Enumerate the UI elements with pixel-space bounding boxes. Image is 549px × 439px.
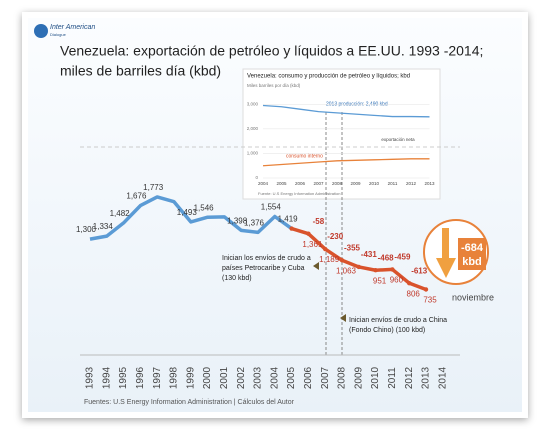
value-label: 960 (390, 276, 404, 285)
change-label: -431 (361, 250, 378, 259)
x-tick-label: 1999 (185, 366, 196, 389)
x-tick-label: 2001 (219, 366, 230, 389)
inset-y-label: Miles barriles por día (kbd) (247, 83, 301, 88)
change-label: -468 (378, 253, 395, 262)
point (407, 280, 412, 286)
inset-source: Fuente: U.S Energy Information Administr… (258, 191, 340, 196)
y-tick-label: 1,000 (247, 151, 259, 156)
x-tick-label: 1994 (101, 366, 112, 389)
value-label: 1,300 (76, 225, 97, 234)
logo-text: Inter American (50, 24, 95, 31)
x-tick-label: 2007 (320, 366, 331, 389)
x-tick-label: 1997 (152, 366, 163, 389)
logo-icon (34, 24, 48, 38)
x-tick-label: 2008 (337, 366, 348, 389)
x-tick-label: 1998 (169, 366, 180, 389)
x-tick-label: 1996 (135, 366, 146, 389)
x-tick-label: 2013 (421, 366, 432, 389)
change-label: -230 (327, 232, 344, 241)
x-tick-label: 2004 (269, 366, 280, 389)
point (306, 231, 311, 236)
value-label: 1,493 (177, 208, 198, 217)
value-label: 1,554 (261, 203, 282, 212)
callout-text: kbd (462, 256, 482, 268)
x-tick-label: 2002 (236, 366, 247, 389)
x-tick-label: 2003 (253, 366, 264, 389)
x-tick-label: 2005 (286, 366, 297, 389)
point (373, 268, 378, 273)
y-tick-label: 3,000 (247, 101, 259, 106)
value-label: 806 (407, 289, 421, 298)
value-label: 1,376 (244, 218, 265, 227)
value-label: 1,334 (93, 222, 114, 231)
annotation: (Fondo Chino) (100 kbd) (349, 327, 425, 334)
month-note: noviembre (452, 292, 494, 302)
source: Fuentes: U.S Energy Information Administ… (84, 399, 295, 406)
point (323, 246, 328, 252)
y-tick-label: 0 (255, 175, 258, 180)
logo-text: Dialogue (50, 32, 67, 37)
value-label: 1,676 (126, 192, 147, 201)
value-label: 1,361 (302, 240, 323, 249)
x-tick-label: 2012 (404, 366, 415, 389)
chart-title: Venezuela: exportación de petróleo y líq… (60, 43, 483, 59)
point (356, 264, 361, 270)
value-label: 1,546 (194, 203, 215, 212)
value-label: 1,398 (227, 217, 248, 226)
x-tick-label: 2006 (295, 181, 306, 186)
x-tick-label: 2007 (313, 181, 324, 186)
x-tick-label: 2004 (258, 181, 269, 186)
change-label: -459 (394, 253, 411, 262)
annotation: países Petrocaribe y Cuba (222, 265, 305, 272)
x-tick-label: 2014 (437, 366, 448, 389)
inset-annotation: exportación neta (381, 137, 415, 142)
x-tick-label: 2013 (424, 181, 435, 186)
x-tick-label: 2012 (406, 181, 417, 186)
arrow-icon (313, 262, 319, 270)
series-line (89, 195, 293, 241)
x-tick-label: 2011 (387, 367, 398, 389)
x-tick-label: 2009 (350, 181, 361, 186)
point (423, 287, 429, 292)
change-label: -58 (313, 217, 325, 226)
annotation: (130 kbd) (222, 275, 252, 282)
value-label: 1,773 (143, 183, 164, 192)
annotation: Inician envíos de crudo a China (349, 317, 447, 324)
value-label: 1,189 (319, 255, 340, 264)
value-label: 735 (423, 296, 437, 305)
change-label: -613 (411, 266, 428, 275)
arrow-icon (340, 314, 346, 322)
x-tick-label: 2010 (369, 181, 380, 186)
x-tick-label: 2006 (303, 366, 314, 389)
point (289, 226, 294, 231)
value-label: 1,482 (110, 209, 131, 218)
callout-arrow (436, 228, 456, 278)
value-label: 951 (373, 276, 387, 285)
chart-title: miles de barriles día (kbd) (60, 63, 221, 79)
series-line (262, 104, 430, 118)
x-tick-label: 1995 (118, 366, 129, 389)
x-tick-label: 2008 (332, 181, 343, 186)
y-tick-label: 2,000 (247, 126, 259, 131)
x-tick-label: 2010 (370, 366, 381, 389)
change-label: -355 (344, 243, 361, 252)
x-tick-label: 2011 (388, 181, 398, 186)
series-line (262, 158, 430, 167)
x-tick-label: 2009 (353, 366, 364, 389)
callout-text: -684 (461, 242, 484, 254)
x-tick-label: 2005 (276, 181, 287, 186)
value-label: 1,063 (336, 266, 357, 275)
value-label: 1,419 (278, 215, 299, 224)
point (339, 258, 345, 263)
callout-box (458, 238, 486, 270)
x-tick-label: 2000 (202, 366, 213, 389)
inset-title: Venezuela: consumo y producción de petró… (247, 74, 410, 80)
annotation: Inician los envíos de crudo a (222, 255, 311, 262)
x-tick-label: 1993 (85, 366, 96, 389)
point (390, 267, 395, 272)
inset-annotation: consumo interno (286, 153, 323, 159)
